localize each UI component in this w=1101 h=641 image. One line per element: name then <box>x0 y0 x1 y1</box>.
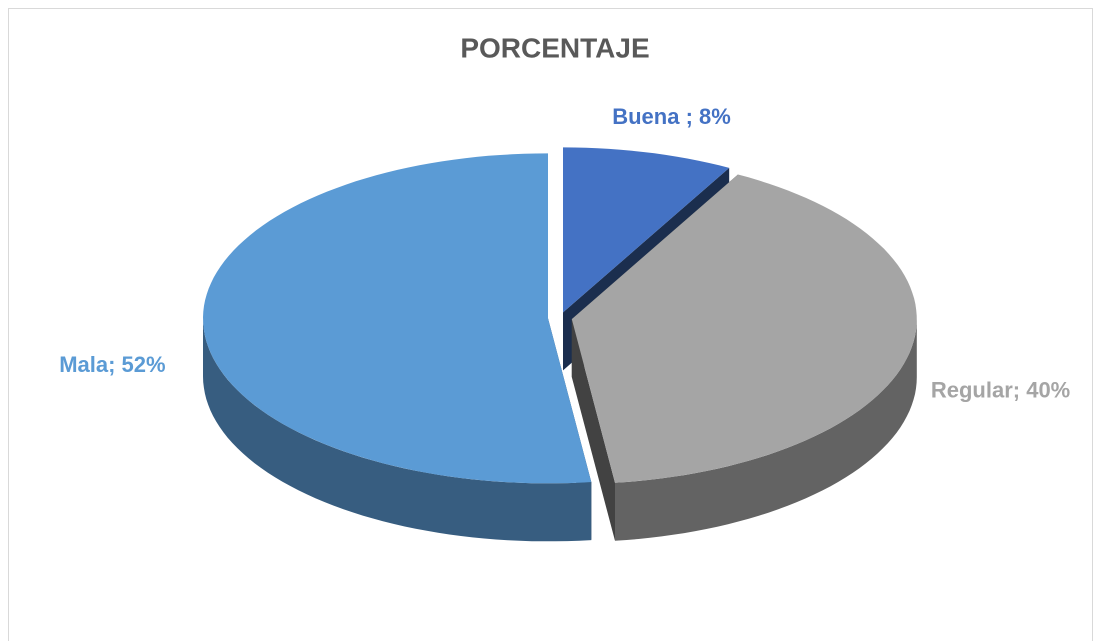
data-label: Buena ; 8% <box>612 104 731 129</box>
data-label: Mala; 52% <box>59 352 165 377</box>
slice-top <box>203 153 592 484</box>
chart-frame <box>8 8 1093 641</box>
slice-cut-face <box>571 319 615 541</box>
pie-slice <box>571 174 917 541</box>
chart-title: PORCENTAJE <box>460 32 649 63</box>
slice-top <box>563 147 730 313</box>
data-label: Regular; 40% <box>931 377 1070 402</box>
slice-rim <box>203 318 592 542</box>
slice-rim <box>615 319 917 541</box>
slice-top <box>571 174 917 483</box>
pie-slice <box>203 153 592 542</box>
